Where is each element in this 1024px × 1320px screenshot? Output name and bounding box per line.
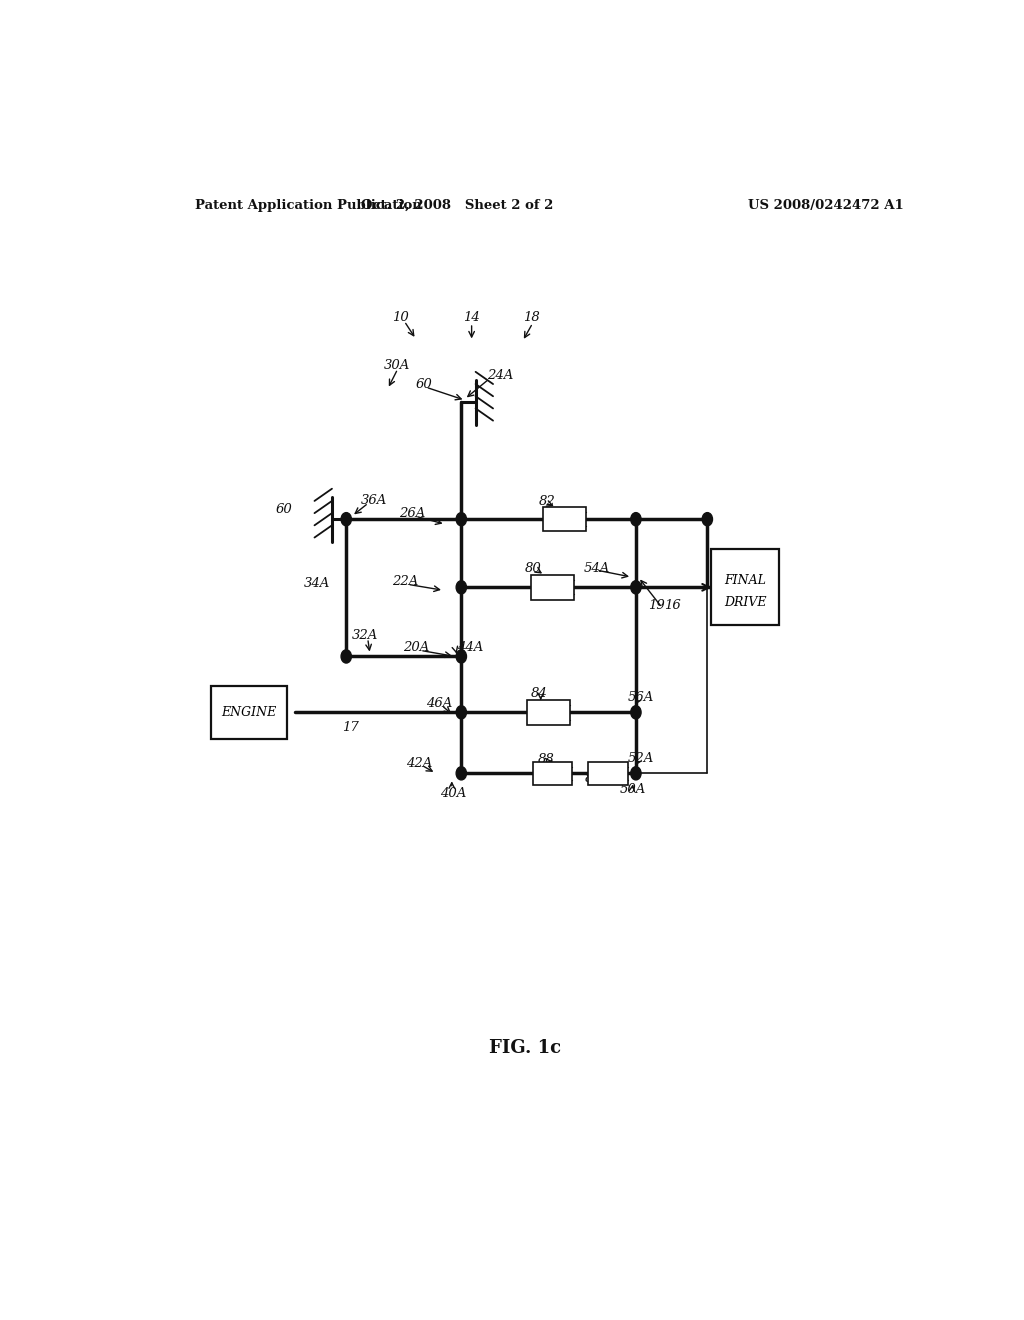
Text: 14: 14 — [463, 312, 479, 325]
Text: 42A: 42A — [406, 756, 432, 770]
Text: Oct. 2, 2008   Sheet 2 of 2: Oct. 2, 2008 Sheet 2 of 2 — [361, 198, 554, 211]
Circle shape — [341, 512, 351, 525]
Text: FIG. 1c: FIG. 1c — [488, 1039, 561, 1057]
Text: 88: 88 — [538, 752, 554, 766]
Text: 34A: 34A — [304, 577, 331, 590]
Text: 17: 17 — [342, 721, 359, 734]
Text: 86: 86 — [585, 772, 601, 785]
Text: 82: 82 — [539, 495, 556, 508]
Text: FINAL: FINAL — [724, 574, 766, 586]
Bar — [712, 549, 779, 626]
Circle shape — [631, 706, 641, 719]
Text: 84: 84 — [530, 686, 547, 700]
Text: 50A: 50A — [620, 783, 646, 796]
Text: 40A: 40A — [440, 787, 466, 800]
Circle shape — [631, 512, 641, 525]
Text: 12: 12 — [243, 690, 260, 704]
Text: 26A: 26A — [399, 507, 426, 520]
Circle shape — [702, 512, 713, 525]
Text: 16: 16 — [664, 599, 680, 612]
Circle shape — [456, 512, 467, 525]
Text: 22A: 22A — [392, 574, 419, 587]
Text: 30A: 30A — [384, 359, 410, 372]
Circle shape — [456, 581, 467, 594]
Circle shape — [456, 649, 467, 663]
Bar — [532, 762, 572, 784]
Text: 20A: 20A — [403, 640, 430, 653]
Text: 46A: 46A — [426, 697, 452, 710]
Circle shape — [456, 767, 467, 780]
Text: 60: 60 — [275, 503, 293, 516]
Bar — [543, 507, 587, 532]
Text: ENGINE: ENGINE — [221, 706, 276, 719]
Text: 18: 18 — [523, 312, 540, 325]
Text: DRIVE: DRIVE — [724, 597, 766, 609]
Circle shape — [341, 649, 351, 663]
Bar — [530, 576, 574, 599]
Text: US 2008/0242472 A1: US 2008/0242472 A1 — [749, 198, 904, 211]
Text: Patent Application Publication: Patent Application Publication — [196, 198, 422, 211]
Circle shape — [456, 706, 467, 719]
Text: 32A: 32A — [352, 628, 378, 642]
Text: 24A: 24A — [487, 370, 514, 383]
Bar — [211, 686, 287, 739]
Text: 44A: 44A — [458, 640, 483, 653]
Bar — [526, 700, 570, 725]
Circle shape — [631, 767, 641, 780]
Text: 80: 80 — [524, 561, 542, 574]
Text: 36A: 36A — [360, 495, 387, 507]
Bar — [588, 762, 628, 784]
Text: 10: 10 — [392, 312, 409, 325]
Text: 56A: 56A — [628, 690, 654, 704]
Text: 54A: 54A — [584, 561, 610, 574]
Text: 60: 60 — [416, 378, 432, 391]
Text: 19: 19 — [648, 599, 665, 612]
Circle shape — [631, 581, 641, 594]
Text: 52A: 52A — [628, 751, 654, 764]
